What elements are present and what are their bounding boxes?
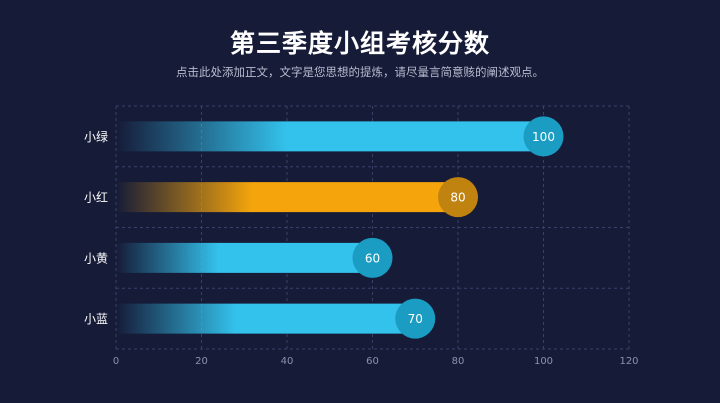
data-label: 100 <box>532 130 555 144</box>
category-label: 小红 <box>84 190 108 205</box>
x-tick-label: 40 <box>281 356 294 367</box>
x-tick-label: 60 <box>366 356 379 367</box>
x-tick-label: 20 <box>195 356 208 367</box>
chart-subtitle: 点击此处添加正文，文字是您思想的提炼，请尽量言简意赅的阐述观点。 <box>176 65 544 79</box>
bar <box>116 242 373 273</box>
data-label: 80 <box>450 191 465 205</box>
x-axis-ticks: 0 20 40 60 80 100 120 <box>113 356 639 367</box>
bar <box>116 121 544 152</box>
data-label: 60 <box>365 251 380 265</box>
value-badge <box>352 237 393 278</box>
x-tick-label: 120 <box>619 356 638 367</box>
grid-lines <box>115 105 630 350</box>
category-label: 小蓝 <box>84 312 108 326</box>
value-badge <box>438 177 478 218</box>
x-tick-label: 0 <box>113 356 119 367</box>
bar <box>116 182 458 213</box>
bars: 小绿 100 小红 80 小黄 60 小蓝 70 <box>84 116 564 339</box>
bar <box>116 303 416 334</box>
category-label: 小绿 <box>84 129 108 144</box>
value-badge <box>523 116 564 157</box>
x-tick-label: 100 <box>534 356 553 367</box>
category-label: 小黄 <box>84 251 108 265</box>
x-tick-label: 80 <box>452 356 465 367</box>
data-label: 70 <box>408 312 423 326</box>
chart-title: 第三季度小组考核分数 <box>229 29 490 58</box>
value-badge <box>395 298 436 339</box>
